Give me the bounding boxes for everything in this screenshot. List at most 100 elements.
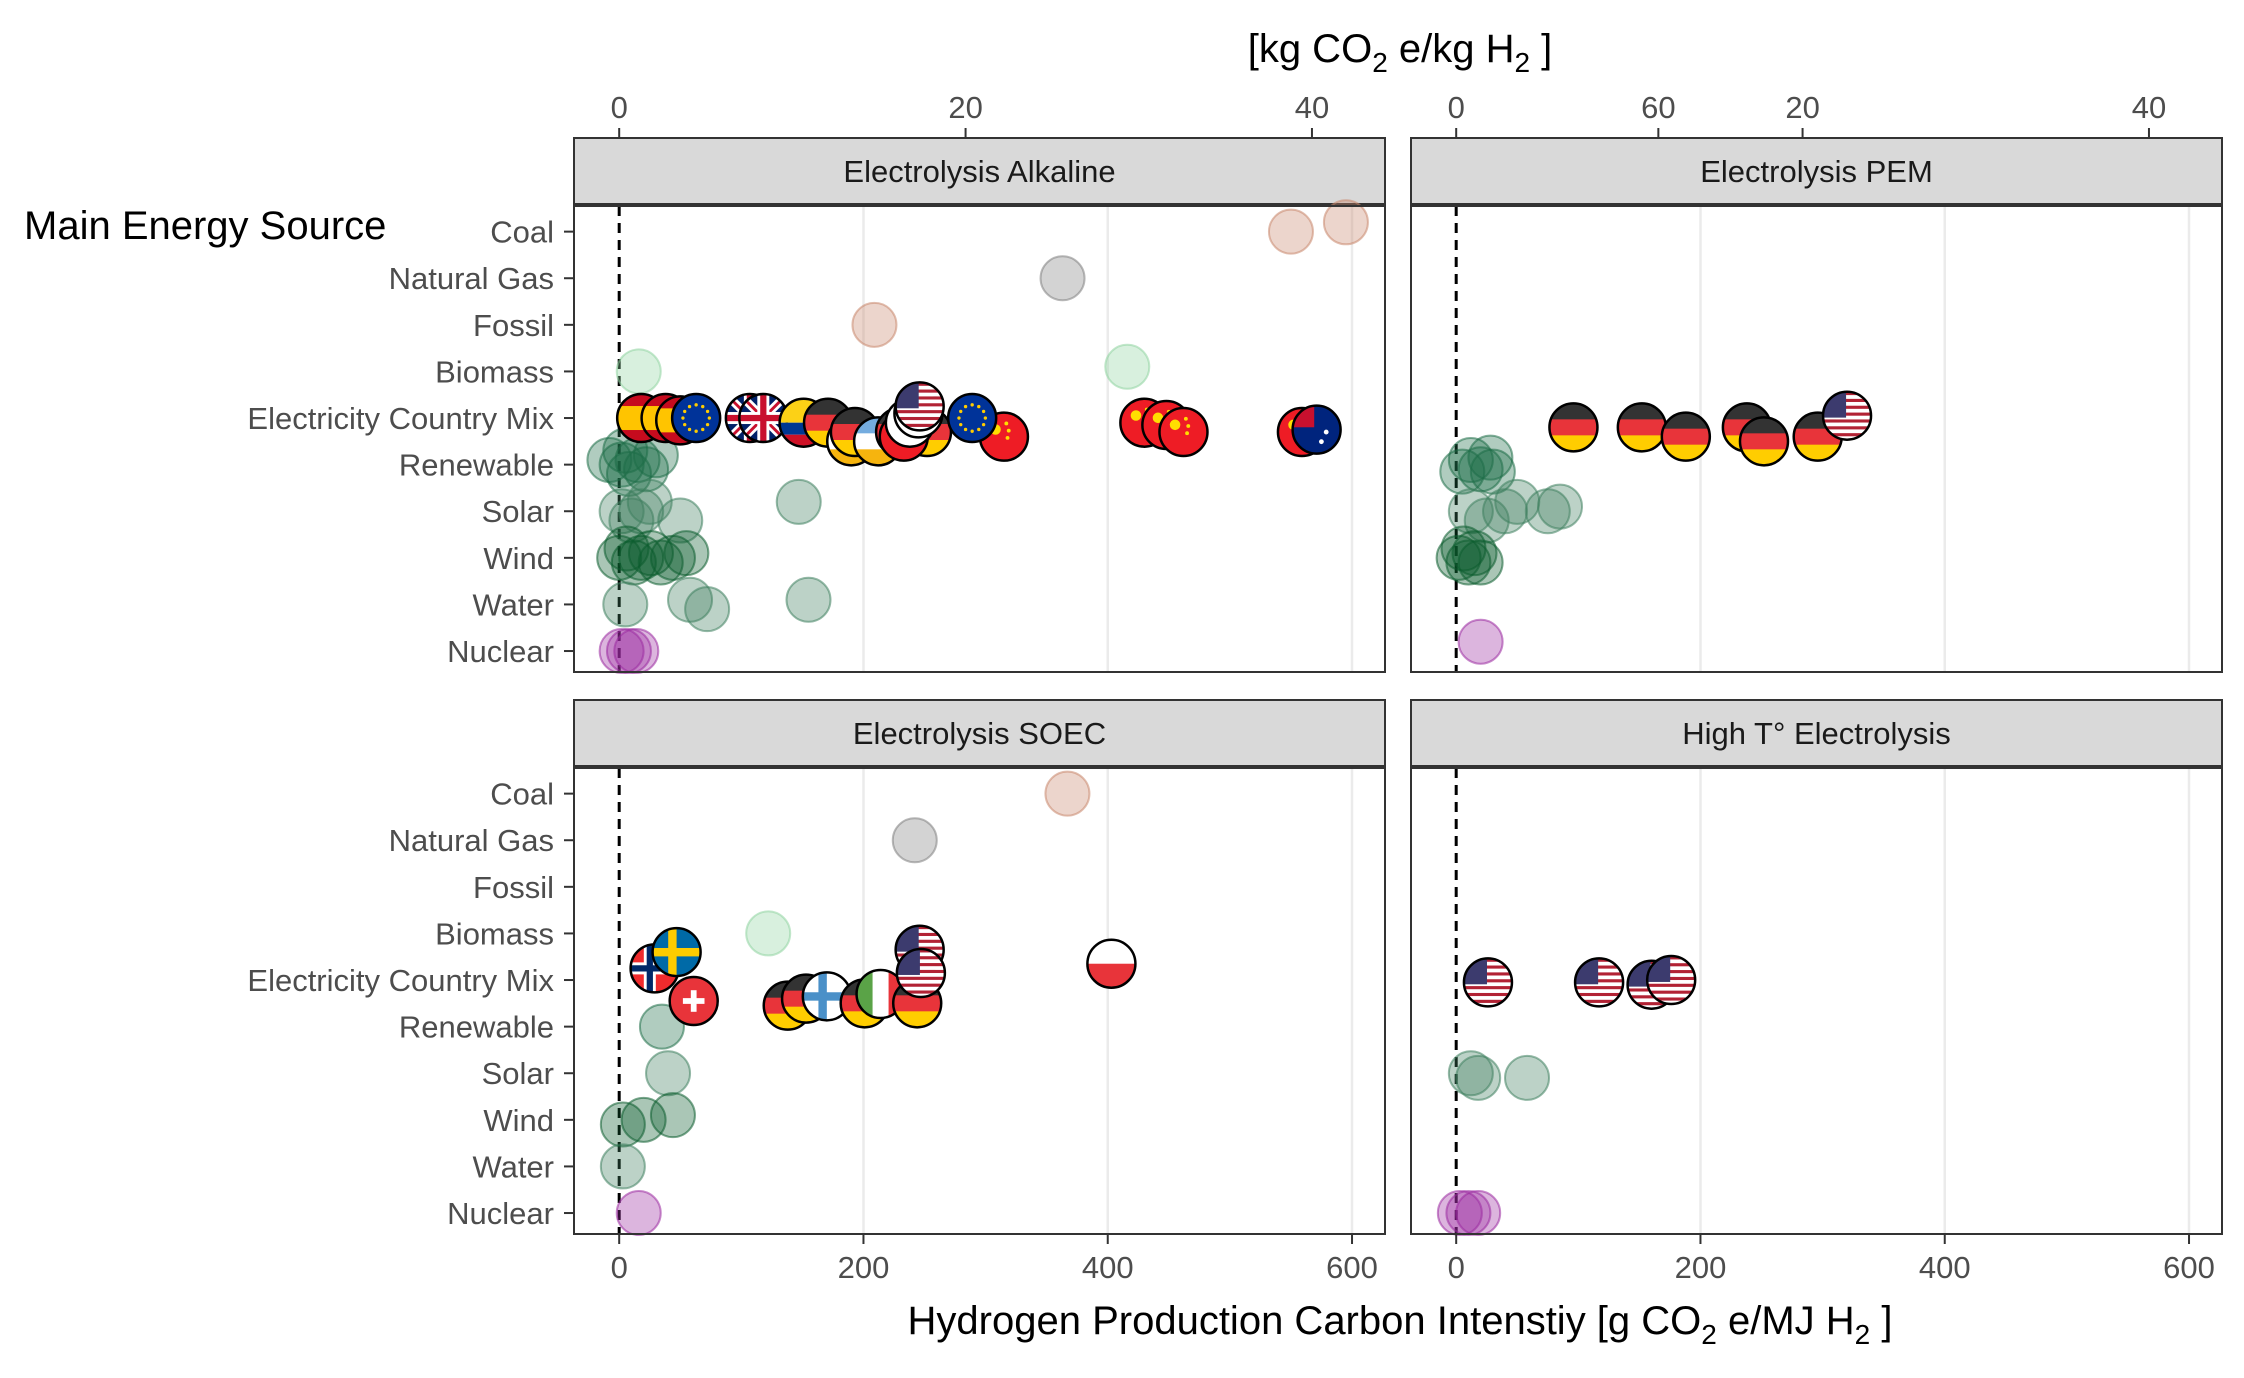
flag-star [683,409,687,414]
top-x-tick-label: 0 [611,90,628,125]
facet-strip [1410,699,2223,767]
flag-stripe [895,389,944,393]
flag-stripe [896,959,945,964]
flag-outline [946,392,998,444]
data-point [645,1050,692,1097]
flag-uk-marker [739,394,788,443]
flag-star [1004,421,1009,426]
y-tick-label: Wind [483,541,554,576]
flag-stripe [872,970,890,1019]
flag-stripe [1647,959,1696,964]
flag-star [694,403,698,407]
y-tick-label: Nuclear [447,634,554,669]
data-point [615,1190,662,1237]
panel-3: Electrolysis SOEC Coal Natural Gas Fossil Bi… [247,699,1386,1285]
flag-stripe [1627,1005,1676,1009]
data-point [1445,539,1492,586]
panel-border [1410,767,2223,1235]
flag-stripe [1823,422,1872,427]
x-tick-label: 200 [838,1250,890,1285]
flag-outline [1660,411,1712,462]
flag-stripe [1823,401,1872,406]
data-point [1104,343,1151,390]
flag-stripe [1647,956,1696,960]
flag-star [1005,435,1010,440]
flag-star [701,404,705,409]
flag-stripe [1575,968,1624,973]
flag-star [687,427,692,432]
flag-stripe [895,936,944,940]
point-layer [599,770,1091,1237]
flag-stripe [895,942,944,947]
facet-strip [573,137,1386,205]
x-tick-label: 400 [1082,1250,1134,1285]
flag-stripe [1463,985,1512,990]
data-point [602,581,649,628]
flag-stripe [1823,405,1872,410]
flag-stripe [1647,973,1696,977]
top-x-tick-label: 40 [1295,90,1329,125]
flag-star [687,404,692,409]
flag-stripe [1463,989,1512,993]
y-tick-label: Fossil [473,308,554,343]
x-tick-label: 0 [611,1250,628,1285]
flag-stripe [1575,992,1624,997]
data-point [613,628,660,675]
data-point [1322,199,1369,246]
flag-outline [670,392,722,444]
flag-ch-marker [669,977,718,1025]
y-tick-label: Water [472,1149,554,1184]
flag-star [681,416,685,420]
data-point [1467,434,1514,481]
flag-stripe [1575,982,1624,987]
top-x-tick-label: 20 [1785,90,1819,125]
flag-stripe [1463,999,1512,1004]
flag-stripe [895,423,944,428]
y-tick-label: Renewable [399,448,554,483]
flag-stripe [1463,978,1512,983]
flag-us-marker [1463,958,1512,1007]
flag-stripe [1463,968,1512,973]
data-point [620,1096,667,1143]
flag-stripe [1463,961,1512,966]
flag-stripe [1647,969,1696,974]
x-tick-label: 200 [1675,1250,1727,1285]
flag-outline [668,975,719,1027]
flag-star [1183,416,1188,421]
data-point [615,348,662,395]
flag-stripe [1647,993,1696,998]
y-tick-label: Wind [483,1103,554,1138]
flag-star [957,416,961,420]
top-x-tick-label: 0 [1448,90,1465,125]
data-point [1447,1050,1494,1097]
flag-stripe [896,949,945,953]
data-point [603,525,650,572]
data-point [1537,483,1584,530]
flag-layer [615,381,1342,467]
x-tick-label: 0 [1448,1250,1465,1285]
panels-layer: Electrolysis Alkaline Coal Natural Gas Foss… [247,90,2223,1285]
flag-stripe [1463,972,1512,976]
flag-stripe [895,396,944,400]
flag-eu-marker [948,394,997,443]
facet-strip-label: Electrolysis Alkaline [843,154,1115,189]
flag-eu-marker [672,394,721,443]
data-point [1447,436,1494,483]
y-tick-label: Solar [482,494,554,529]
flag-stripe [1823,432,1872,437]
flag-stripe [896,952,945,957]
flag-stripe [1617,419,1666,436]
flag-star [707,416,712,420]
data-point [1447,488,1494,535]
flag-star [1185,431,1189,436]
bottom-axis-title: Hydrogen Production Carbon Intenstiy [g … [908,1299,1893,1350]
flag-stripe [1575,989,1624,993]
flag-stripe [1549,419,1598,436]
flag-stripe [1463,992,1512,997]
flag-stripe [1575,996,1624,1000]
flag-layer [629,924,1137,1031]
flag-outline [1158,406,1209,458]
flag-stripe [672,394,721,443]
panel-2: Electrolysis PEM 0 20 40 60 [1410,90,2223,673]
